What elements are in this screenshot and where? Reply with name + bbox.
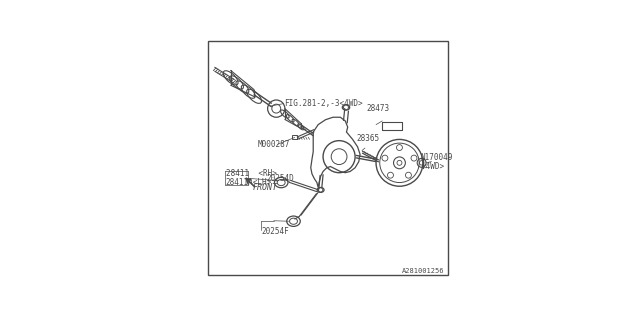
Text: 20254D: 20254D [266, 174, 294, 183]
Text: A281001256: A281001256 [402, 268, 444, 274]
Text: 28473: 28473 [366, 104, 389, 113]
Circle shape [387, 172, 394, 178]
Text: <4WD>: <4WD> [421, 162, 444, 171]
Circle shape [397, 145, 403, 150]
Text: FIG.281-2,-3<4WD>: FIG.281-2,-3<4WD> [284, 99, 362, 108]
Text: 28411A<LH>: 28411A<LH> [226, 178, 272, 187]
Text: M000287: M000287 [258, 140, 290, 149]
FancyBboxPatch shape [292, 135, 298, 139]
Circle shape [406, 172, 412, 178]
Text: 20254F: 20254F [262, 227, 289, 236]
Text: 28411  <RH>: 28411 <RH> [226, 169, 276, 179]
Text: N170049: N170049 [420, 153, 452, 163]
Text: FRONT: FRONT [253, 183, 278, 192]
Circle shape [382, 155, 388, 161]
Text: 28365: 28365 [356, 134, 380, 143]
Circle shape [411, 155, 417, 161]
